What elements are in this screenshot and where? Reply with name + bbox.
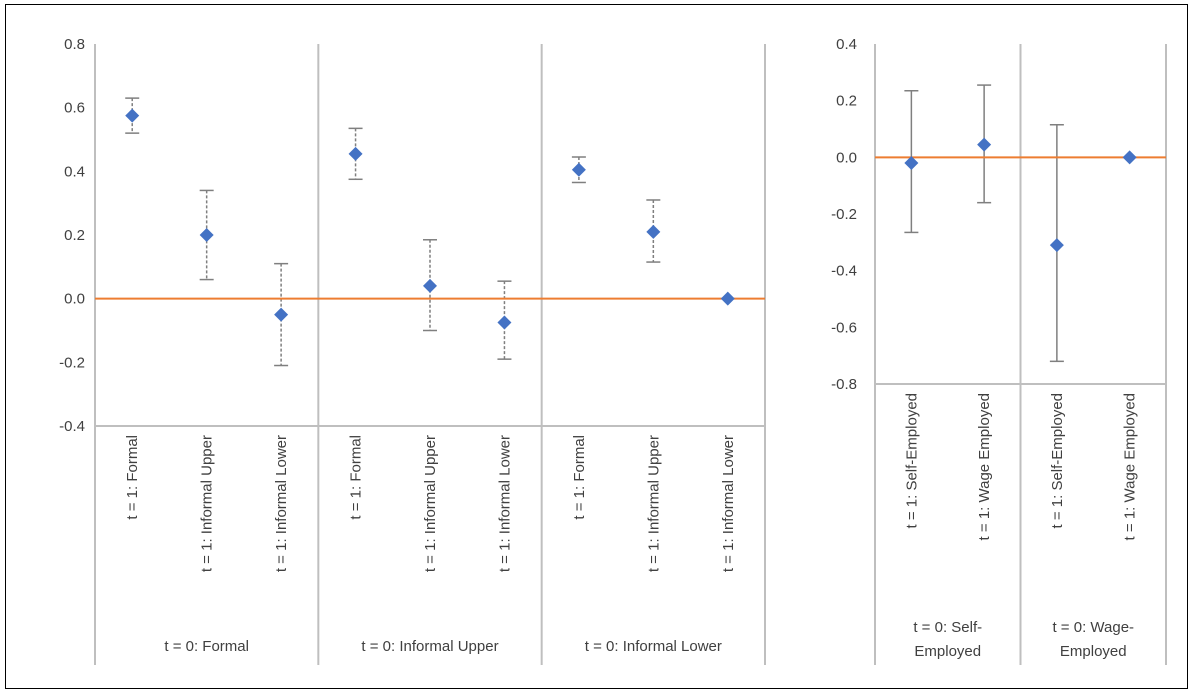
y-tick-label: -0.2: [59, 354, 85, 371]
category-label: t = 1: Informal Upper: [199, 435, 216, 572]
y-tick-label: 0.2: [64, 227, 85, 244]
data-point: [497, 315, 512, 330]
y-tick-label: 0.8: [64, 36, 85, 53]
category-label: t = 1: Wage Employed: [1122, 393, 1139, 540]
group-label: t = 0: Wage-: [1052, 619, 1134, 636]
category-label: t = 1: Informal Upper: [645, 435, 662, 572]
data-point: [348, 146, 363, 161]
y-tick-label: -0.4: [59, 418, 85, 435]
group-label: t = 0: Informal Upper: [361, 638, 498, 655]
data-point: [199, 228, 214, 242]
data-point: [1122, 150, 1137, 165]
group-label: t = 0: Informal Lower: [585, 638, 722, 655]
chart-panel-1: 0.8 0.6 0.4 0.2 0.0 -0.2 -0.4 t = 0: Formal t = …: [59, 36, 766, 665]
figure-frame: [5, 4, 1188, 689]
category-label: t = 1: Formal: [124, 435, 141, 520]
data-point: [646, 224, 661, 239]
data-point: [977, 137, 992, 152]
y-tick-label: -0.2: [831, 206, 857, 223]
data-point: [1049, 238, 1064, 253]
group-label: t = 0: Formal: [164, 638, 249, 655]
data-point: [125, 108, 140, 123]
data-point: [571, 162, 586, 177]
category-label: t = 1: Self-Employed: [1049, 393, 1066, 528]
group-label: t = 0: Self-: [913, 619, 982, 636]
y-tick-label: 0.4: [64, 163, 85, 180]
y-tick-label: -0.8: [831, 376, 857, 393]
y-tick-label: -0.4: [831, 263, 857, 280]
data-point: [274, 307, 289, 322]
category-label: t = 1: Informal Upper: [422, 435, 439, 572]
group-label: Employed: [1060, 643, 1127, 660]
category-label: t = 1: Informal Lower: [496, 435, 513, 572]
data-point: [904, 156, 919, 170]
category-label: t = 1: Informal Lower: [273, 435, 290, 572]
y-tick-label: 0.6: [64, 100, 85, 117]
category-label: t = 1: Formal: [348, 435, 365, 520]
y-tick-label: 0.2: [836, 93, 857, 110]
category-label: t = 1: Formal: [571, 435, 588, 520]
y-tick-label: -0.6: [831, 319, 857, 336]
data-point: [720, 291, 735, 306]
category-label: t = 1: Self-Employed: [903, 393, 920, 528]
y-tick-label: 0.0: [836, 149, 857, 166]
group-label: Employed: [914, 643, 981, 660]
y-tick-label: 0.0: [64, 291, 85, 308]
category-label: t = 1: Wage Employed: [976, 393, 993, 540]
data-point: [423, 278, 437, 293]
chart-panel-2: 0.4 0.2 0.0 -0.2 -0.4 -0.6 -0.8 t = 0: Self- Emp…: [831, 36, 1167, 665]
category-label: t = 1: Informal Lower: [720, 435, 737, 572]
y-tick-label: 0.4: [836, 36, 857, 53]
